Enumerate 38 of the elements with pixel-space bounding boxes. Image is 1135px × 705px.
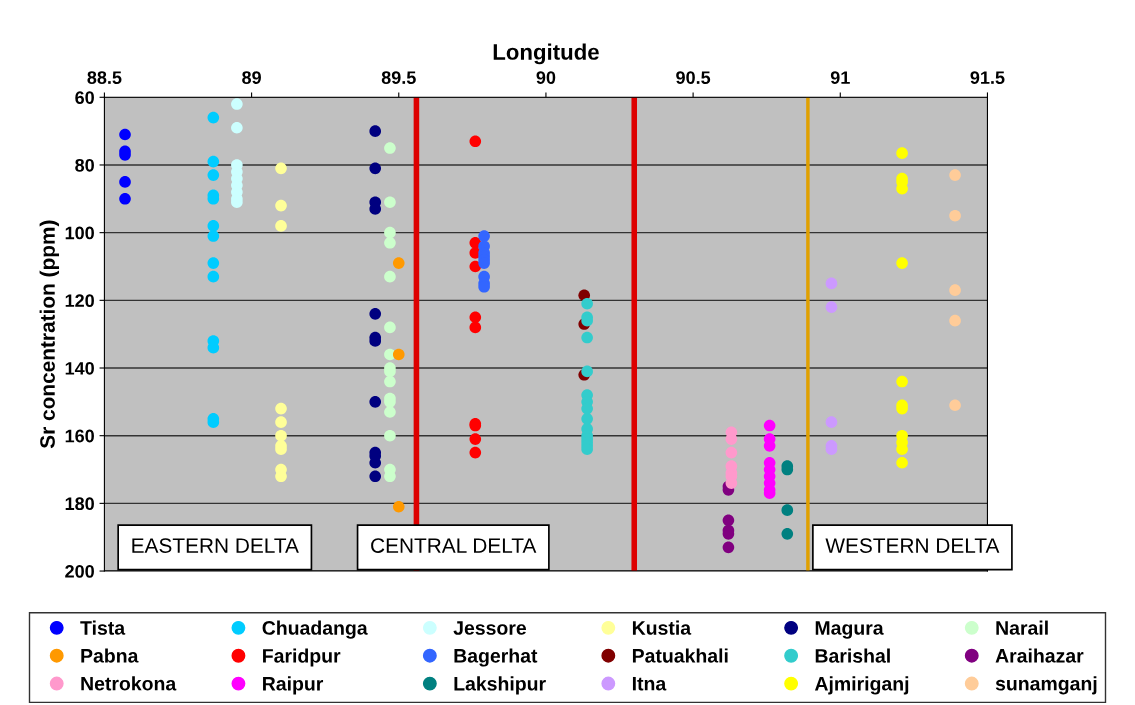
legend-label: Raipur [263, 676, 324, 695]
y-tick-label: 100 [65, 226, 94, 240]
x-tick-label: 90 [536, 71, 556, 84]
legend-label: sunamganj [995, 676, 1097, 695]
legend-label: Chuadanga [262, 620, 368, 639]
y-tick-label: 140 [65, 361, 94, 375]
annotation: CENTRAL DELTA [371, 538, 537, 553]
legend-label: Bagerhat [454, 648, 538, 667]
legend-label: Jessore [453, 621, 527, 635]
legend-label: Netrokona [81, 676, 177, 691]
y-tick-label: 60 [75, 91, 94, 105]
x-tick-label: 90.5 [676, 71, 711, 84]
legend-label: Ajmiriganj [814, 676, 909, 695]
y-tick-label: 80 [75, 158, 94, 172]
legend-label: Patuakhali [632, 648, 728, 663]
legend-label: Araihazar [995, 648, 1084, 663]
x-tick-label: 89 [242, 71, 261, 84]
legend-label: Pabna [81, 648, 139, 663]
legend-label: Narail [996, 620, 1048, 635]
y-tick-label: 200 [65, 564, 94, 578]
legend-label: Faridpur [263, 648, 341, 667]
legend-label: Barishal [815, 648, 890, 663]
x-tick-label: 88.5 [87, 71, 122, 84]
x-tick-label: 91.5 [970, 71, 1005, 84]
y-tick-label: 120 [65, 294, 94, 308]
x-axis-title: Longitude [493, 43, 599, 65]
legend-label: Kustia [632, 620, 692, 635]
legend-label: Lakshipur [454, 676, 546, 695]
annotation: EASTERN DELTA [132, 538, 299, 553]
legend-label: Magura [815, 621, 884, 639]
annotation: WESTERN DELTA [825, 538, 1000, 553]
x-tick-label: 89.5 [381, 71, 416, 84]
legend-label: Itna [632, 676, 667, 691]
x-tick-label: 91 [830, 71, 850, 84]
y-tick-label: 180 [65, 497, 94, 511]
y-tick-label: 160 [65, 429, 94, 443]
legend-label: Tista [80, 620, 126, 635]
y-axis-title: Sr concentration (ppm) [39, 220, 60, 449]
